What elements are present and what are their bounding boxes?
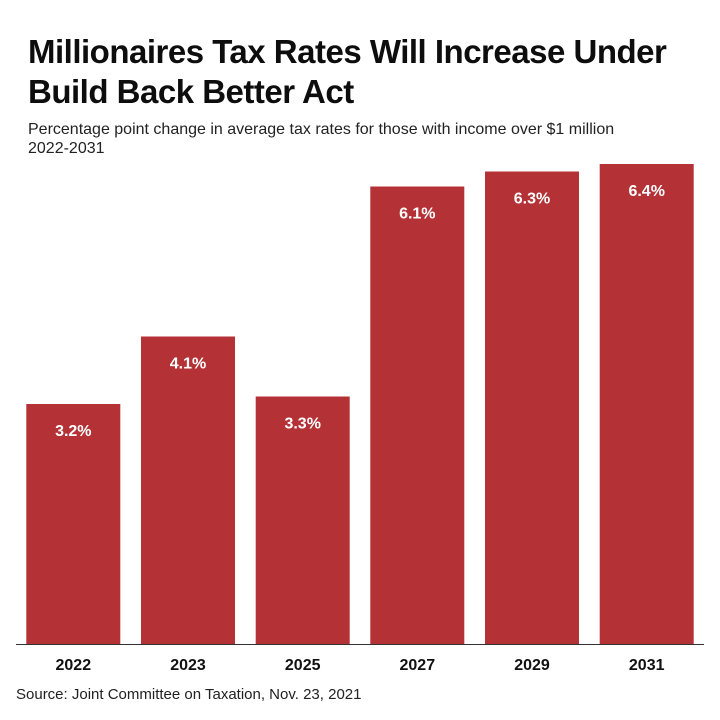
x-tick-label-2031: 2031 xyxy=(629,657,665,674)
bar-2027 xyxy=(370,186,465,644)
bar-2022 xyxy=(26,404,121,644)
chart-subtitle: Percentage point change in average tax r… xyxy=(28,120,688,158)
data-label-2029: 6.3% xyxy=(514,191,550,208)
data-label-2027: 6.1% xyxy=(399,206,435,223)
data-label-2031: 6.4% xyxy=(628,183,664,200)
chart-title: Millionaires Tax Rates Will Increase Und… xyxy=(28,32,688,112)
bar-2031 xyxy=(599,164,694,644)
bar-2023 xyxy=(141,336,235,644)
data-label-2025: 3.3% xyxy=(284,416,320,433)
bar-2025 xyxy=(255,396,350,644)
bar-2029 xyxy=(485,171,579,644)
x-tick-label-2022: 2022 xyxy=(56,657,92,674)
data-label-2023: 4.1% xyxy=(170,356,206,373)
x-tick-label-2023: 2023 xyxy=(170,657,206,674)
chart-subtitle-line-2: 2022-2031 xyxy=(28,140,105,157)
chart-subtitle-line-1: Percentage point change in average tax r… xyxy=(28,121,615,138)
chart-title-line-1: Millionaires Tax Rates Will Increase Und… xyxy=(28,33,667,70)
x-tick-label-2027: 2027 xyxy=(400,657,436,674)
data-label-2022: 3.2% xyxy=(55,423,91,440)
chart-title-line-2: Build Back Better Act xyxy=(28,73,354,110)
x-tick-label-2029: 2029 xyxy=(514,657,550,674)
chart-source: Source: Joint Committee on Taxation, Nov… xyxy=(16,686,362,703)
x-tick-label-2025: 2025 xyxy=(285,657,321,674)
